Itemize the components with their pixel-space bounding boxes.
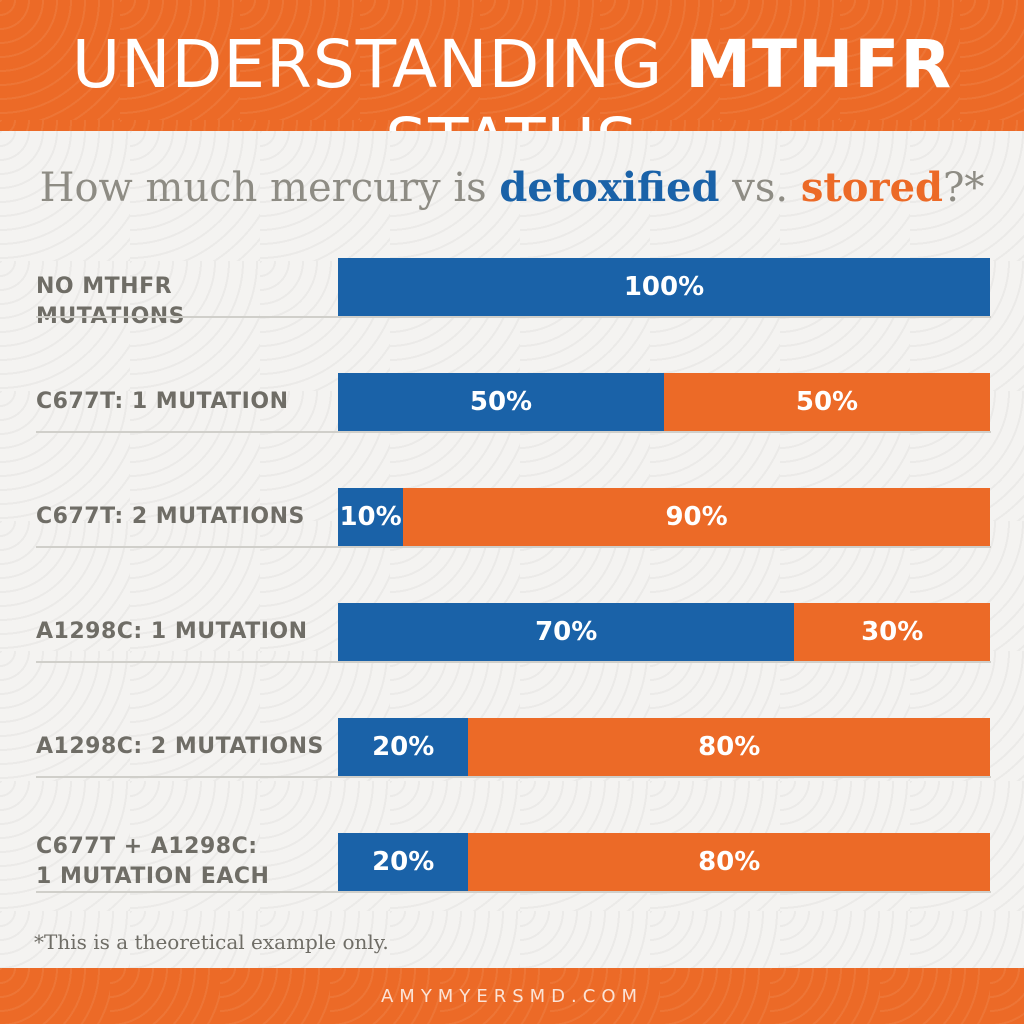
category-label: C677T + A1298C: 1 MUTATION EACH — [36, 832, 326, 892]
category-label: NO MTHFR MUTATIONS — [36, 272, 326, 332]
subtitle-mid: vs. — [719, 165, 801, 211]
data-label: 20% — [372, 847, 435, 877]
title-bold: MTHFR — [685, 26, 953, 103]
category-label-line: A1298C: 1 MUTATION — [36, 619, 308, 644]
footer-website: AMYMYERSMD.COM — [380, 986, 644, 1007]
subtitle-suffix: ?* — [942, 165, 985, 211]
subtitle-stored: stored — [800, 164, 943, 211]
data-label: 30% — [861, 617, 924, 647]
bar-stored: 80% — [468, 718, 990, 776]
data-label: 50% — [469, 387, 533, 417]
subtitle-prefix: How much mercury is — [39, 165, 500, 211]
row-divider — [36, 431, 991, 433]
category-label: C677T: 2 MUTATIONS — [36, 502, 326, 532]
bar-detoxified: 70% — [338, 603, 795, 661]
data-label: 80% — [698, 847, 761, 877]
data-label: 70% — [535, 617, 598, 647]
row-divider — [36, 546, 991, 548]
bar-detoxified: 10% — [338, 488, 404, 546]
category-label-line: 1 MUTATION EACH — [36, 864, 270, 889]
category-label-line: A1298C: 2 MUTATIONS — [36, 734, 324, 759]
bar-stored: 80% — [468, 833, 990, 891]
data-label: 50% — [795, 387, 859, 417]
bar-detoxified: 20% — [338, 833, 469, 891]
category-label-line: C677T: 2 MUTATIONS — [36, 504, 305, 529]
data-label: 20% — [372, 732, 435, 762]
bar-detoxified: 100% — [338, 258, 990, 316]
row-divider — [36, 316, 991, 318]
bar-stored: 50% — [664, 373, 990, 431]
category-label-line: C677T: 1 MUTATION — [36, 389, 289, 414]
category-label-line: C677T + A1298C: — [36, 834, 258, 859]
category-label: C677T: 1 MUTATION — [36, 387, 326, 417]
row-divider — [36, 776, 991, 778]
header-banner — [0, 0, 1024, 131]
category-label: A1298C: 2 MUTATIONS — [36, 732, 326, 762]
category-label: A1298C: 1 MUTATION — [36, 617, 326, 647]
footer-banner — [0, 968, 1024, 1024]
footnote: *This is a theoretical example only. — [34, 930, 389, 954]
row-divider — [36, 891, 991, 893]
bar-stored: 90% — [403, 488, 990, 546]
chart-subtitle: How much mercury is detoxified vs. store… — [0, 160, 1024, 216]
bar-detoxified: 50% — [338, 373, 664, 431]
subtitle-detoxified: detoxified — [499, 164, 720, 211]
data-label: 100% — [623, 272, 705, 302]
data-label: 90% — [665, 502, 728, 532]
row-divider — [36, 661, 991, 663]
bar-detoxified: 20% — [338, 718, 469, 776]
data-label: 80% — [698, 732, 761, 762]
title-prefix: UNDERSTANDING — [71, 26, 686, 103]
category-label-line: NO MTHFR MUTATIONS — [36, 274, 186, 329]
bar-stored: 30% — [794, 603, 990, 661]
data-label: 10% — [339, 502, 402, 532]
